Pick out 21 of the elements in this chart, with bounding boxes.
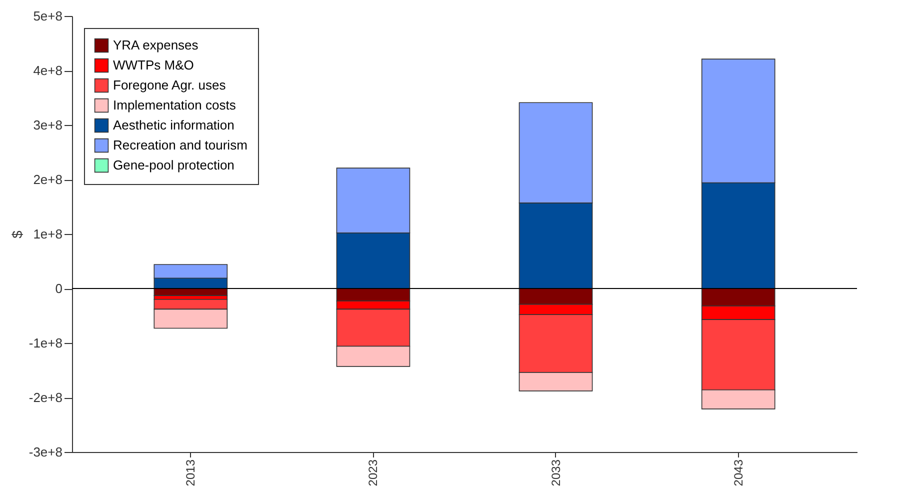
legend-label: Gene-pool protection [113,158,234,172]
legend-label: Recreation and tourism [113,138,248,152]
y-tick-label: 3e+8 [33,118,62,132]
y-tick-label: 2e+8 [33,172,62,187]
y-tick-label: -1e+8 [28,336,62,350]
legend-label: WWTPs M&O [113,58,194,72]
y-tick-label: 0 [55,281,62,296]
x-tick-label: 2023 [366,459,380,486]
legend-label: Foregone Agr. uses [113,78,226,92]
x-tick-label: 2043 [731,459,746,486]
y-tick-label: -2e+8 [28,390,62,405]
legend-label: YRA expenses [113,38,199,52]
y-tick-label: 5e+8 [33,8,62,24]
legend-label: Aesthetic information [113,118,234,132]
y-tick-label: 4e+8 [33,63,62,78]
y-tick-label: -3e+8 [28,444,62,460]
x-tick-label: 2013 [184,459,198,486]
y-tick-label: 1e+8 [33,226,62,242]
y-axis-title: $ [8,230,25,238]
x-tick-label: 2033 [548,459,563,486]
legend-label: Implementation costs [113,98,236,112]
